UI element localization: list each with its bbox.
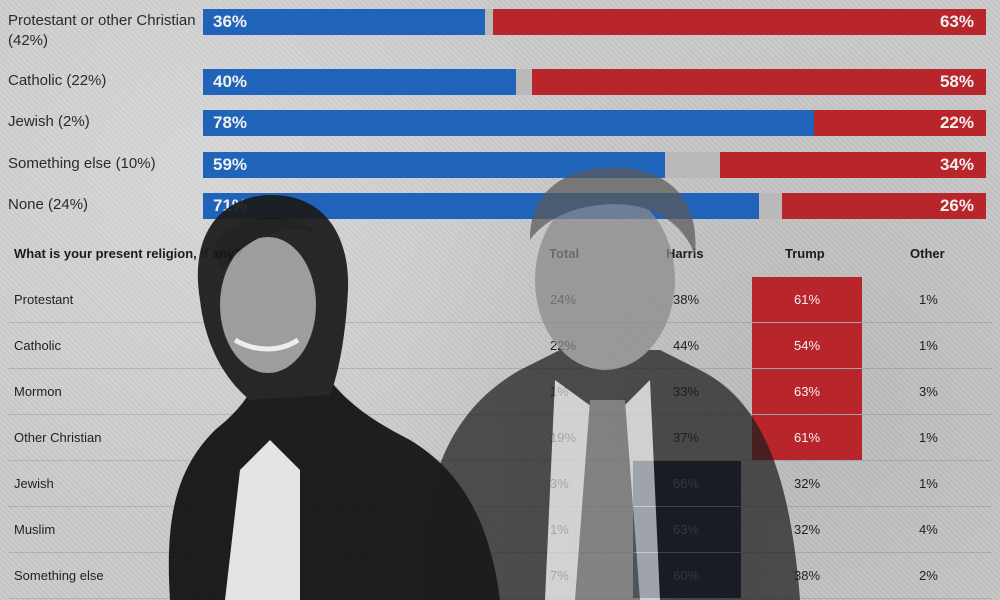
harris-highlight-cell: 66% xyxy=(633,461,741,506)
total-cell: 1% xyxy=(550,384,569,399)
column-header-harris: Harris xyxy=(666,246,704,261)
table-row: Jewish 3% 66% 32% 1% xyxy=(0,461,1000,507)
trump-highlight-cell: 61% xyxy=(752,277,862,322)
other-bar-segment xyxy=(516,69,532,95)
row-label: Jewish xyxy=(14,476,54,491)
harris-bar-segment: 36% xyxy=(203,9,485,35)
column-header-total: Total xyxy=(549,246,580,261)
trump-value-label: 63% xyxy=(939,12,974,31)
trump-highlight-cell: 54% xyxy=(752,323,862,368)
category-label: Protestant or other Christian (42%) xyxy=(8,12,196,49)
other-cell: 4% xyxy=(919,522,938,537)
bar-row: Protestant or other Christian (42%) 36% 63… xyxy=(0,9,1000,49)
bar-row: Jewish (2%) 78% 22% xyxy=(0,110,1000,136)
column-header-trump: Trump xyxy=(785,246,825,261)
bar-track: 59% 34% xyxy=(203,152,986,178)
bar-track: 71% 26% xyxy=(203,193,986,219)
harris-bar-segment: 71% xyxy=(203,193,759,219)
trump-bar-segment: 34% xyxy=(719,152,986,178)
category-label: None (24%) xyxy=(8,196,89,213)
other-cell: 1% xyxy=(919,292,938,307)
trump-cell: 61% xyxy=(794,292,821,307)
total-cell: 1% xyxy=(550,522,569,537)
trump-cell: 63% xyxy=(794,384,821,399)
row-label: Catholic xyxy=(14,338,61,353)
harris-cell: 66% xyxy=(673,476,700,491)
other-cell: 3% xyxy=(919,384,938,399)
harris-value-label: 59% xyxy=(213,155,248,174)
bar-row: None (24%) 71% 26% xyxy=(0,193,1000,219)
trump-cell: 61% xyxy=(794,430,821,445)
row-label: Something else xyxy=(14,568,104,583)
harris-value-label: 71% xyxy=(213,196,248,215)
trump-cell: 32% xyxy=(794,476,821,491)
harris-cell: 44% xyxy=(673,338,700,353)
harris-value-label: 40% xyxy=(213,72,248,91)
category-label: Jewish (2%) xyxy=(8,113,90,130)
row-divider xyxy=(8,322,992,323)
other-cell: 1% xyxy=(919,476,938,491)
trump-bar-segment: 22% xyxy=(813,110,986,136)
harris-cell: 33% xyxy=(673,384,700,399)
total-cell: 24% xyxy=(550,292,577,307)
total-cell: 7% xyxy=(550,568,569,583)
trump-value-label: 34% xyxy=(939,155,974,174)
harris-bar-segment: 40% xyxy=(203,69,517,95)
trump-cell: 38% xyxy=(794,568,821,583)
total-cell: 19% xyxy=(550,430,577,445)
bar-track: 36% 63% xyxy=(203,9,986,35)
category-label: Catholic (22%) xyxy=(8,72,107,89)
row-divider xyxy=(8,598,992,599)
trump-highlight-cell: 63% xyxy=(752,369,862,414)
total-cell: 22% xyxy=(550,338,577,353)
other-bar-segment xyxy=(484,9,493,35)
harris-value-label: 78% xyxy=(213,113,248,132)
other-cell: 2% xyxy=(919,568,938,583)
table-row: Muslim 1% 63% 32% 4% xyxy=(0,507,1000,553)
harris-value-label: 36% xyxy=(213,12,248,31)
bar-row: Something else (10%) 59% 34% xyxy=(0,152,1000,178)
table-row: Something else 7% 60% 38% 2% xyxy=(0,553,1000,599)
table-title: What is your present religion, if any? xyxy=(14,246,243,261)
trump-value-label: 58% xyxy=(939,72,974,91)
trump-bar-segment: 26% xyxy=(782,193,986,219)
trump-cell: 54% xyxy=(794,338,821,353)
column-header-other: Other xyxy=(910,246,945,261)
total-cell: 3% xyxy=(550,476,569,491)
harris-cell: 37% xyxy=(673,430,700,445)
table-row: Mormon 1% 33% 63% 3% xyxy=(0,369,1000,415)
category-label: Something else (10%) xyxy=(8,155,156,172)
table-row: Other Christian 19% 37% 61% 1% xyxy=(0,415,1000,461)
trump-bar-segment: 63% xyxy=(492,9,986,35)
bar-track: 40% 58% xyxy=(203,69,986,95)
bar-row: Catholic (22%) 40% 58% xyxy=(0,69,1000,95)
harris-cell: 63% xyxy=(673,522,700,537)
harris-bar-segment: 59% xyxy=(203,152,665,178)
row-label: Other Christian xyxy=(14,430,102,445)
harris-highlight-cell: 63% xyxy=(633,507,741,552)
other-bar-segment xyxy=(758,193,783,219)
trump-cell: 32% xyxy=(794,522,821,537)
row-label: Protestant xyxy=(14,292,74,307)
bar-track: 78% 22% xyxy=(203,110,986,136)
trump-value-label: 26% xyxy=(939,196,974,215)
other-cell: 1% xyxy=(919,430,938,445)
trump-bar-segment: 58% xyxy=(531,69,986,95)
other-cell: 1% xyxy=(919,338,938,353)
harris-cell: 38% xyxy=(673,292,700,307)
harris-bar-segment: 78% xyxy=(203,110,814,136)
row-label: Muslim xyxy=(14,522,56,537)
trump-highlight-cell: 61% xyxy=(752,415,862,460)
harris-highlight-cell: 60% xyxy=(633,553,741,598)
row-label: Mormon xyxy=(14,384,62,399)
table-row: Protestant 24% 38% 61% 1% xyxy=(0,277,1000,323)
trump-value-label: 22% xyxy=(939,113,974,132)
stacked-bar-chart: Protestant or other Christian (42%) 36% 63… xyxy=(0,0,1000,225)
harris-cell: 60% xyxy=(673,568,700,583)
other-bar-segment xyxy=(664,152,720,178)
table-row: Catholic 22% 44% 54% 1% xyxy=(0,323,1000,369)
